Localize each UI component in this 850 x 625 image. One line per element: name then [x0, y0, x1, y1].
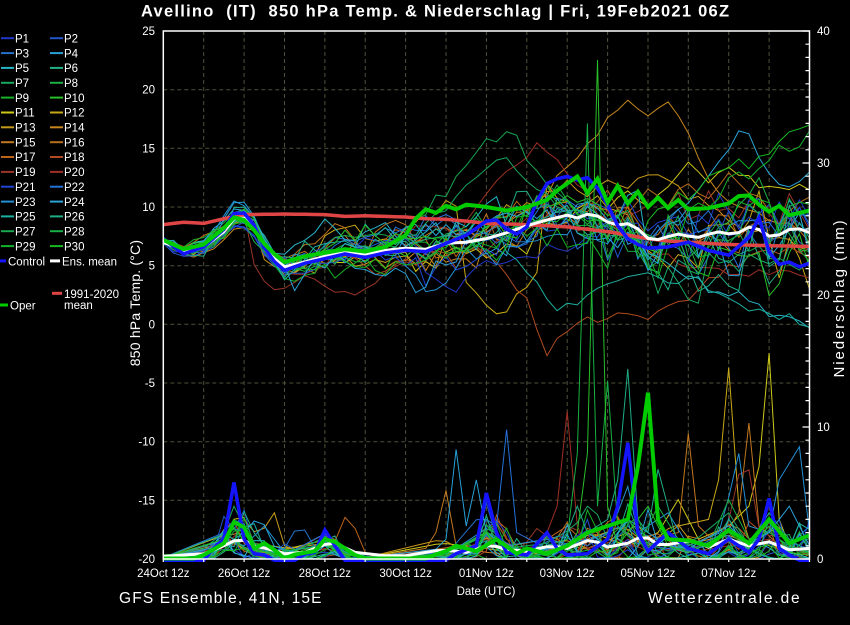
svg-text:P9: P9: [15, 93, 29, 105]
svg-text:P28: P28: [64, 226, 84, 238]
svg-text:P1: P1: [15, 33, 29, 45]
svg-text:P16: P16: [64, 137, 84, 149]
svg-text:1991-2020: 1991-2020: [64, 289, 119, 301]
svg-text:26Oct 12z: 26Oct 12z: [218, 568, 271, 580]
svg-text:P29: P29: [15, 241, 35, 253]
svg-text:P24: P24: [64, 197, 85, 209]
svg-text:mean: mean: [64, 300, 93, 312]
svg-text:P25: P25: [15, 212, 35, 224]
svg-text:P5: P5: [15, 63, 29, 75]
svg-text:GFS Ensemble, 41N, 15E: GFS Ensemble, 41N, 15E: [119, 590, 323, 607]
svg-text:P17: P17: [15, 152, 35, 164]
svg-text:-20: -20: [138, 554, 155, 566]
svg-text:Niederschlag (mm): Niederschlag (mm): [831, 219, 848, 378]
svg-text:-15: -15: [138, 495, 155, 507]
svg-text:P20: P20: [64, 167, 84, 179]
svg-text:P6: P6: [64, 63, 78, 75]
svg-text:28Oct 12z: 28Oct 12z: [299, 568, 352, 580]
svg-text:Wetterzentrale.de: Wetterzentrale.de: [648, 590, 802, 607]
svg-text:25: 25: [142, 26, 155, 38]
svg-text:P13: P13: [15, 123, 35, 135]
svg-text:05Nov 12z: 05Nov 12z: [620, 568, 675, 580]
svg-text:30Oct 12z: 30Oct 12z: [379, 568, 432, 580]
svg-text:P30: P30: [64, 241, 84, 253]
svg-text:P27: P27: [15, 226, 35, 238]
svg-text:24Oct 12z: 24Oct 12z: [137, 568, 190, 580]
svg-text:P10: P10: [64, 93, 84, 105]
svg-text:P18: P18: [64, 152, 84, 164]
svg-text:P7: P7: [15, 78, 29, 90]
svg-text:20: 20: [817, 290, 830, 302]
svg-text:P15: P15: [15, 137, 35, 149]
svg-text:0: 0: [149, 319, 155, 331]
svg-text:P12: P12: [64, 108, 84, 120]
svg-text:P2: P2: [64, 33, 78, 45]
svg-text:-5: -5: [145, 378, 155, 390]
svg-text:30: 30: [817, 158, 830, 170]
svg-text:Oper: Oper: [10, 301, 36, 313]
svg-text:P3: P3: [15, 48, 29, 60]
svg-text:Date (UTC): Date (UTC): [457, 586, 516, 598]
svg-text:P26: P26: [64, 212, 84, 224]
svg-text:15: 15: [142, 143, 155, 155]
svg-text:40: 40: [817, 26, 830, 38]
svg-text:P11: P11: [15, 108, 35, 120]
svg-text:5: 5: [149, 261, 155, 273]
svg-text:-10: -10: [138, 437, 155, 449]
svg-text:P21: P21: [15, 182, 35, 194]
svg-text:10: 10: [817, 422, 830, 434]
svg-text:Avellino (IT) 850 hPa Temp.: Avellino (IT) 850 hPa Temp. & Niederschl…: [141, 3, 730, 21]
svg-text:01Nov 12z: 01Nov 12z: [459, 568, 514, 580]
svg-text:20: 20: [142, 85, 155, 97]
svg-text:P23: P23: [15, 197, 35, 209]
svg-text:03Nov 12z: 03Nov 12z: [540, 568, 595, 580]
svg-text:10: 10: [142, 202, 155, 214]
svg-text:P19: P19: [15, 167, 35, 179]
svg-text:850 hPa Temp. (°C): 850 hPa Temp. (°C): [127, 240, 143, 366]
svg-text:Ens. mean: Ens. mean: [62, 256, 117, 268]
svg-text:07Nov 12z: 07Nov 12z: [701, 568, 756, 580]
svg-text:Control: Control: [8, 256, 45, 268]
svg-text:P4: P4: [64, 48, 79, 60]
svg-text:P8: P8: [64, 78, 78, 90]
svg-text:P22: P22: [64, 182, 84, 194]
svg-text:P14: P14: [64, 123, 85, 135]
svg-text:0: 0: [817, 554, 823, 566]
